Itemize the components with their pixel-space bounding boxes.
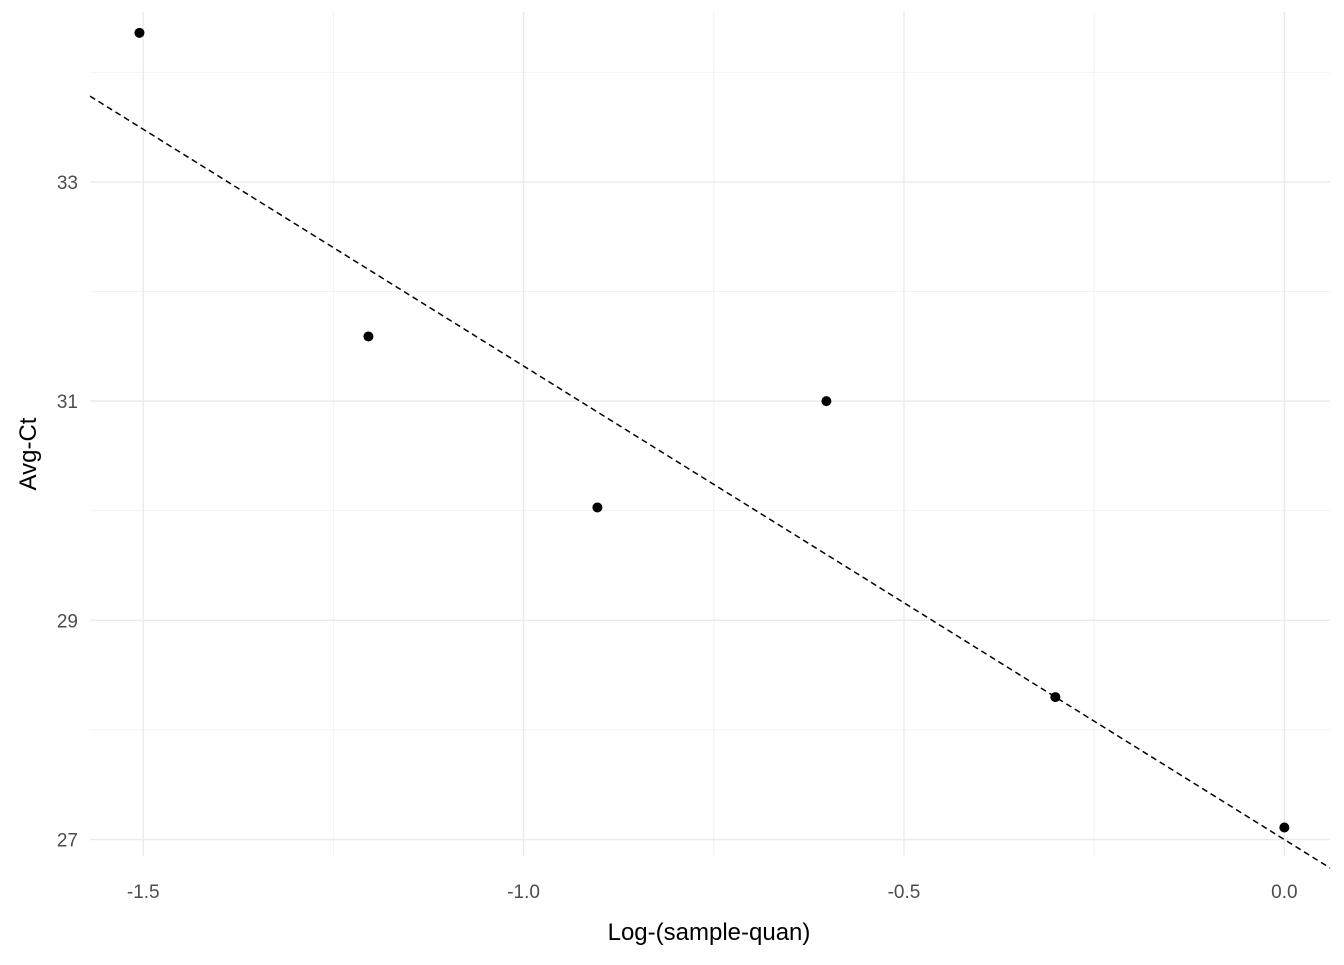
data-point xyxy=(134,27,145,38)
x-axis-title: Log-(sample-quan) xyxy=(608,919,811,946)
minor-gridlines xyxy=(90,12,1330,856)
y-axis-title: Avg-Ct xyxy=(15,417,42,490)
y-tick-label: 29 xyxy=(57,611,78,632)
y-tick-label: 31 xyxy=(57,392,78,413)
x-tick-label: -1.5 xyxy=(127,882,160,903)
x-tick-label: -0.5 xyxy=(888,882,921,903)
data-point xyxy=(592,502,603,513)
x-tick-label: -1.0 xyxy=(507,882,540,903)
regression-line xyxy=(89,95,1331,869)
regression-line-group xyxy=(89,95,1331,869)
x-tick-label: 0.0 xyxy=(1271,882,1297,903)
data-point xyxy=(1050,692,1061,703)
major-gridlines xyxy=(90,12,1330,856)
data-point xyxy=(363,331,374,342)
x-axis-tick-labels: -1.5 -1.0 -0.5 0.0 xyxy=(127,882,1298,903)
y-tick-label: 27 xyxy=(57,831,78,852)
data-point xyxy=(1279,822,1290,833)
data-points xyxy=(134,27,1290,833)
y-axis-tick-labels: 27 29 31 33 xyxy=(57,173,78,852)
y-tick-label: 33 xyxy=(57,173,78,194)
data-point xyxy=(821,396,832,407)
